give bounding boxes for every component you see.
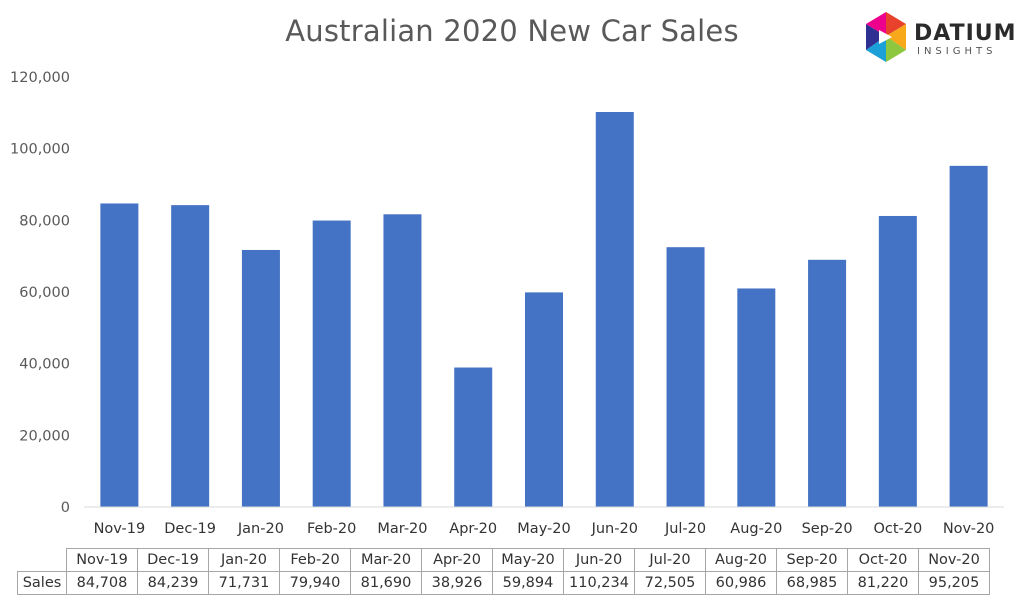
x-tick-label: Apr-20 [449,521,497,537]
x-tick-label: Nov-20 [943,521,995,537]
x-tick-label: Nov-19 [94,521,146,537]
data-table-value-cell: 79,940 [279,571,351,595]
x-tick-label: Dec-19 [164,521,216,537]
data-table-category-cell: Jun-20 [563,548,635,572]
data-table-header-row: Nov-19 Dec-19 Jan-20 Feb-20 Mar-20 Apr-20 May-… [18,548,990,572]
data-table-value-cell: 38,926 [421,571,493,595]
data-table-value-cell: 81,690 [350,571,422,595]
y-tick-label: 80,000 [19,213,70,229]
bar-jun-20 [595,111,634,507]
data-table-value-cell: 84,708 [66,571,138,595]
data-table-category-cell: Sep-20 [776,548,848,572]
data-table-category-cell: Jan-20 [208,548,280,572]
bar-dec-19 [171,205,210,507]
bar-sep-20 [808,259,847,507]
bar-nov-20 [949,165,988,507]
bar-nov-19 [100,203,139,507]
data-table-value-cell: 72,505 [634,571,706,595]
x-tick-label: Sep-20 [802,521,853,537]
x-tick-label: Jan-20 [237,521,284,537]
data-table-value-cell: 59,894 [492,571,564,595]
chart-title: Australian 2020 New Car Sales [285,14,739,48]
bar-aug-20 [737,288,776,507]
data-table-category-cell: Nov-20 [918,548,990,572]
data-table-value-row: Sales 84,708 84,239 71,731 79,940 81,690 38,9… [17,571,990,595]
bar-feb-20 [312,220,351,507]
data-table-category-cell: Jul-20 [634,548,706,572]
data-table-value-cell: 84,239 [137,571,209,595]
data-table-category-cell: Dec-19 [137,548,209,572]
bar-mar-20 [383,214,422,507]
bar-jan-20 [241,249,280,507]
data-table: Nov-19 Dec-19 Jan-20 Feb-20 Mar-20 Apr-20 May-… [17,548,990,595]
data-table-category-cell: Apr-20 [421,548,493,572]
logo-tagline: INSIGHTS [917,46,997,57]
y-tick-label: 20,000 [19,428,70,444]
data-table-category-cell: Feb-20 [279,548,351,572]
bar-jul-20 [666,247,705,507]
data-table-value-cell: 60,986 [705,571,777,595]
data-table-category-cell: Mar-20 [350,548,422,572]
data-table-category-cell: Nov-19 [66,548,138,572]
data-table-value-cell: 110,234 [563,571,635,595]
data-table-category-cell: Oct-20 [847,548,919,572]
data-table-value-cell: 71,731 [208,571,280,595]
x-tick-label: Aug-20 [730,521,782,537]
data-table-corner [18,549,67,572]
data-table-series-label: Sales [17,571,67,595]
y-tick-label: 60,000 [19,285,70,301]
x-tick-label: Mar-20 [377,521,427,537]
x-tick-label: Jun-20 [591,521,638,537]
y-tick-label: 100,000 [10,142,70,158]
bar-series [100,111,988,507]
bar-oct-20 [878,215,917,507]
y-tick-label: 120,000 [10,70,70,86]
logo-wordmark: DATIUM [914,21,1017,46]
data-table-value-cell: 95,205 [918,571,990,595]
y-tick-label: 0 [61,500,70,516]
data-table-value-cell: 81,220 [847,571,919,595]
y-axis-ticks: 0 20,000 40,000 60,000 80,000 100,000 120,000 [10,70,70,516]
data-table-category-cell: May-20 [492,548,564,572]
x-tick-label: Jul-20 [664,521,706,537]
bar-apr-20 [454,367,493,507]
data-table-category-cell: Aug-20 [705,548,777,572]
x-axis-ticks: Nov-19 Dec-19 Jan-20 Feb-20 Mar-20 Apr-20 May-… [94,521,995,537]
datium-logo-mark-icon [866,12,906,62]
bar-may-20 [525,292,563,507]
data-table-value-cell: 68,985 [776,571,848,595]
x-tick-label: Oct-20 [873,521,922,537]
x-tick-label: Feb-20 [307,521,356,537]
x-tick-label: May-20 [517,521,570,537]
y-tick-label: 40,000 [19,357,70,373]
datium-logo: DATIUM INSIGHTS [862,8,1016,68]
